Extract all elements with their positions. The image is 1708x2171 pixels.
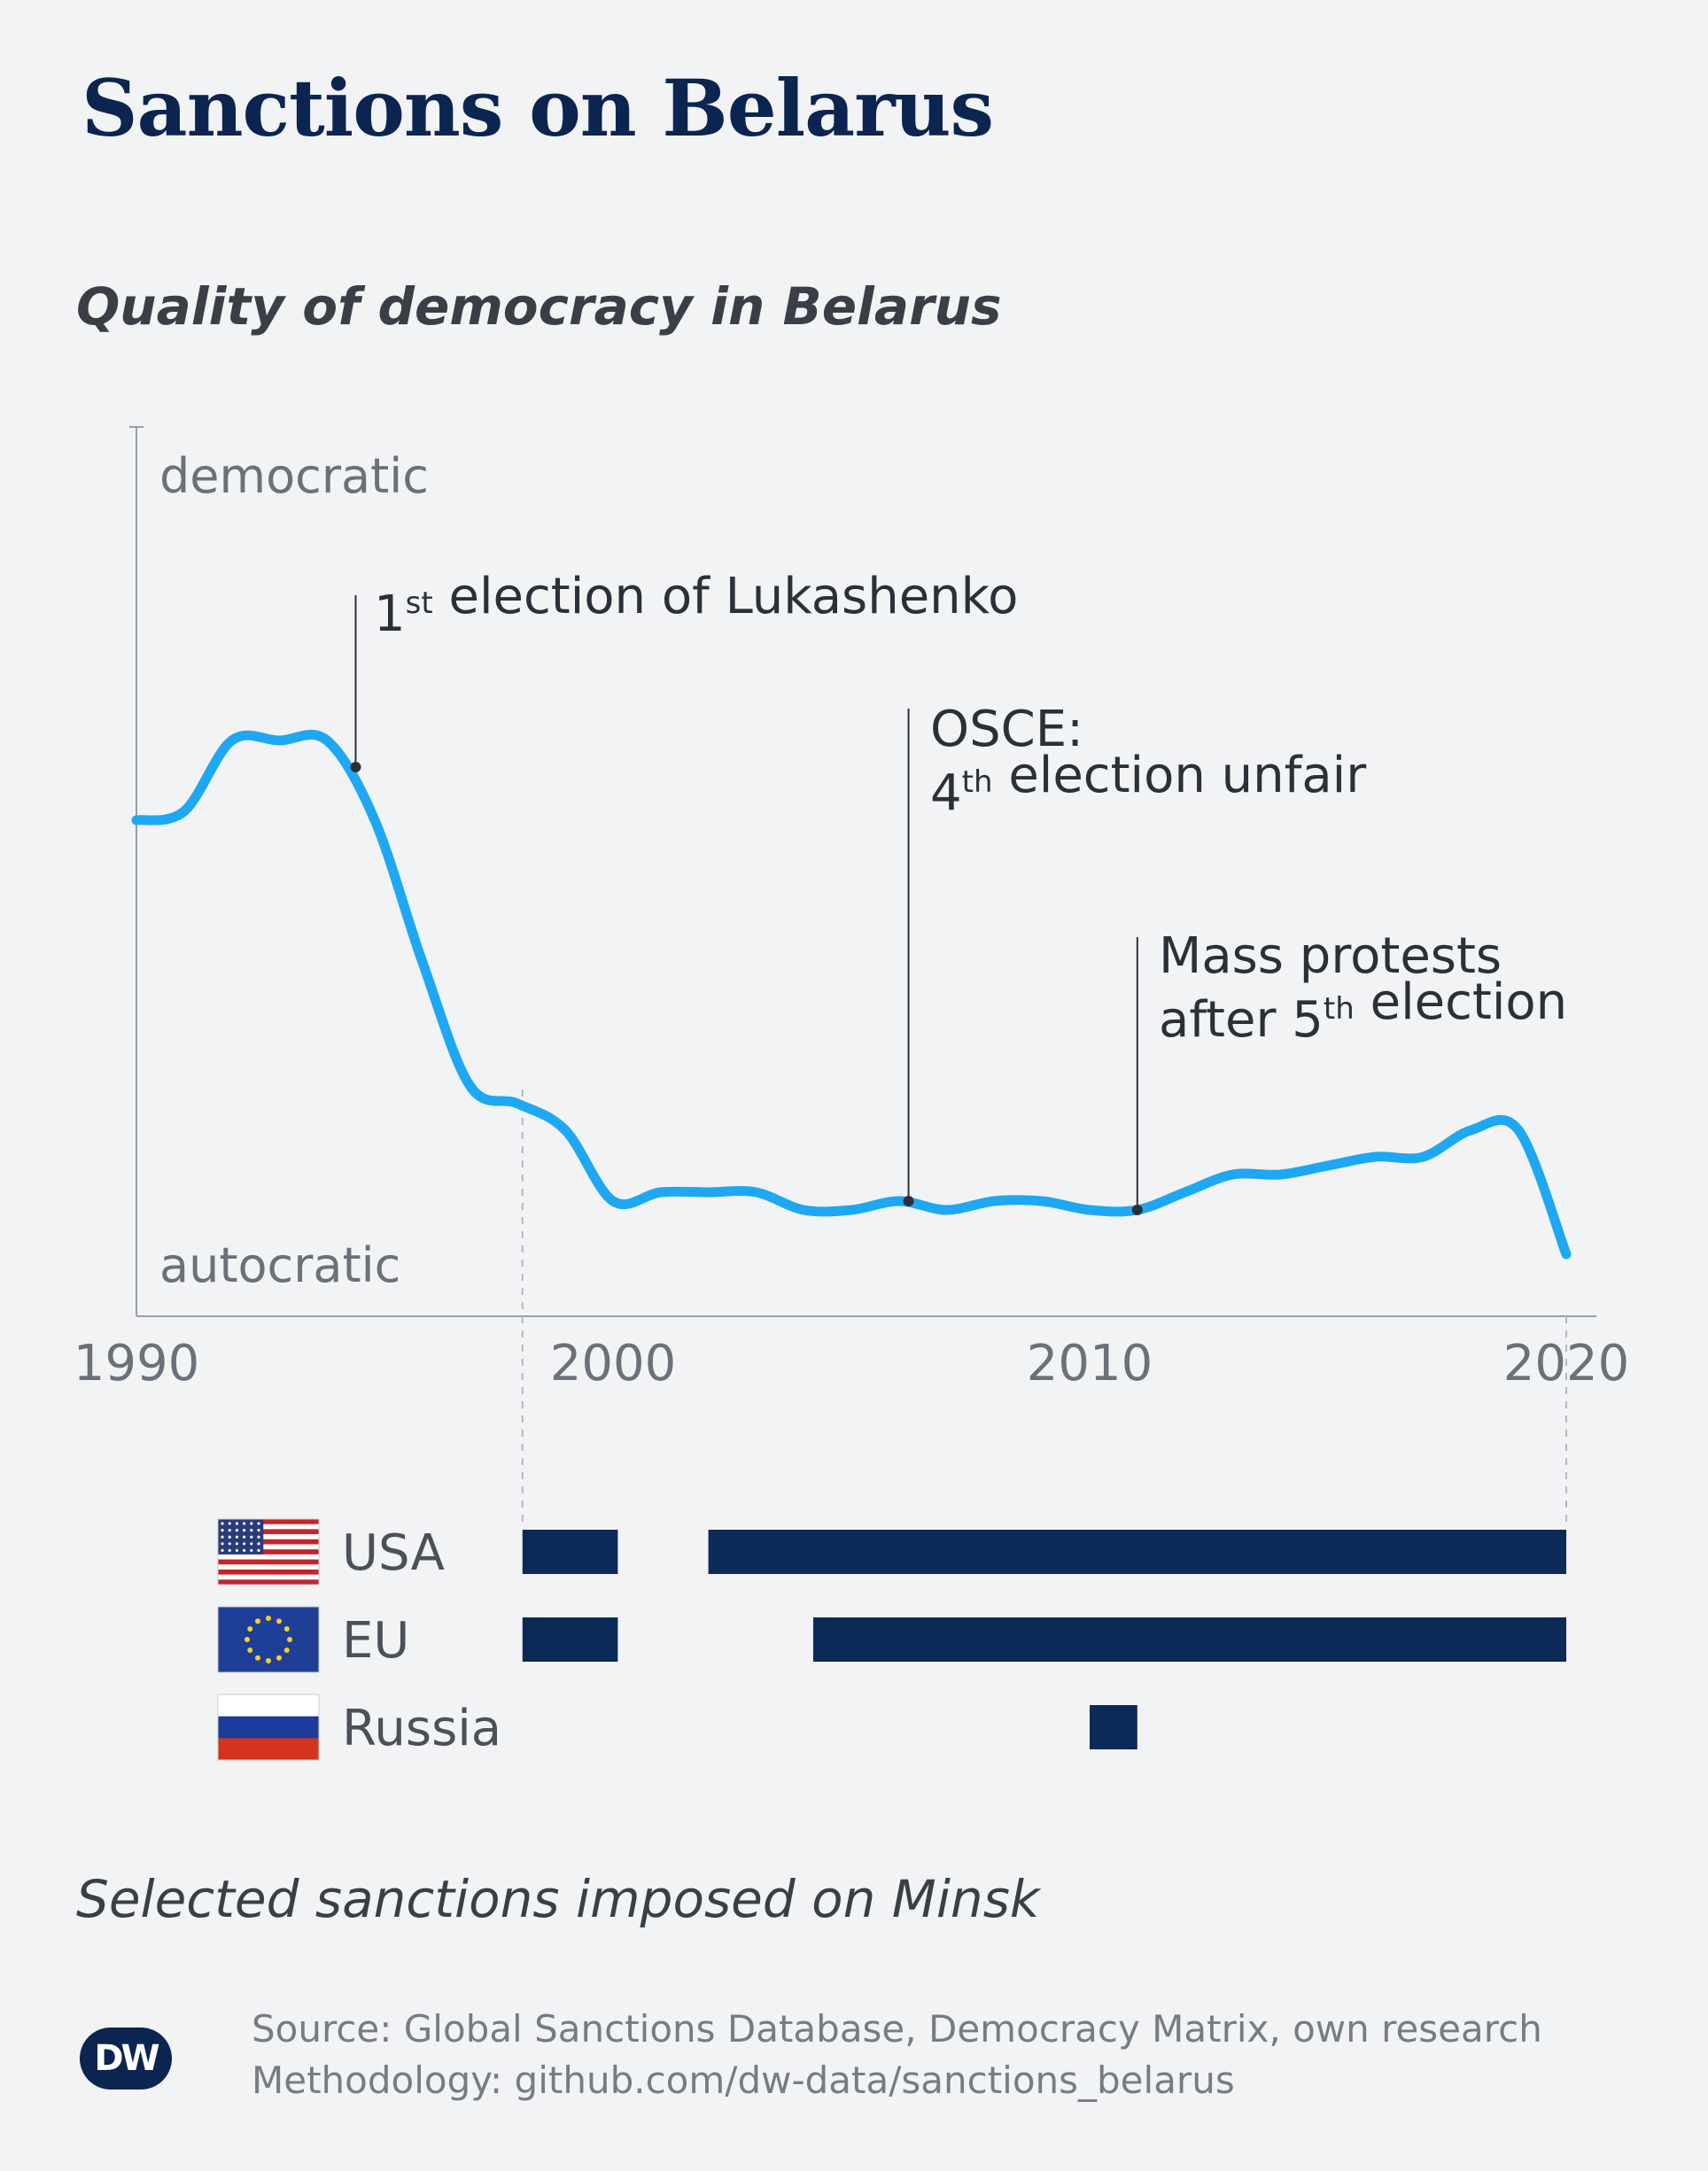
annotation-dot [350, 762, 361, 772]
eu-flag-icon [217, 1606, 320, 1673]
annotation-label: 1st election of Lukashenko [374, 568, 1018, 643]
page-title: Sanctions on Belarus [82, 62, 994, 154]
annotations: 1st election of Lukashenko OSCE:4th elect… [350, 568, 1567, 1215]
source-text: Source: Global Sanctions Database, Democ… [252, 2007, 1542, 2051]
row-label: USA [342, 1524, 445, 1582]
row-label: Russia [342, 1700, 501, 1757]
annotation-label: after 5th election [1159, 973, 1567, 1049]
guide-lines [521, 1089, 1567, 1529]
source-note: Source: Global Sanctions Database, Democ… [252, 2004, 1542, 2106]
x-ticks: 1990 2000 2010 2020 [74, 1335, 1630, 1392]
democracy-chart: democratic autocratic 1990 2000 2010 2020 1… [74, 426, 1630, 1761]
sanctions-row-usa: USA [217, 1518, 1566, 1586]
row-label: EU [342, 1612, 409, 1670]
sanctions-rows: USA EU Russia [217, 1518, 1566, 1761]
x-tick-label: 2010 [1027, 1335, 1153, 1392]
methodology-text: Methodology: github.com/dw-data/sanction… [252, 2059, 1235, 2102]
series-line-democracy [131, 729, 1572, 1260]
sanction-bar [522, 1617, 618, 1662]
sanctions-caption: Selected sanctions imposed on Minsk [76, 1869, 1040, 1929]
sanctions-row-russia: Russia [217, 1694, 1137, 1761]
sanctions-row-eu: EU [217, 1606, 1566, 1673]
annotation-label: Mass protests [1159, 927, 1502, 985]
annotation-label: OSCE: [930, 701, 1083, 758]
russia-flag-icon [217, 1694, 320, 1761]
chart-subtitle: Quality of democracy in Belarus [76, 276, 1002, 337]
sanction-bar [812, 1617, 1566, 1662]
y-label-autocratic: autocratic [159, 1237, 400, 1293]
x-tick-label: 1990 [74, 1335, 200, 1392]
annotation-dot [903, 1196, 914, 1206]
x-tick-label: 2000 [550, 1335, 677, 1392]
annotation-dot [1131, 1205, 1143, 1215]
sanction-bar [1090, 1705, 1137, 1749]
us-flag-icon [217, 1518, 320, 1586]
y-label-democratic: democratic [159, 448, 429, 504]
sanction-bar [522, 1530, 618, 1574]
annotation-label: 4th election unfair [930, 747, 1367, 822]
sanction-bar [708, 1530, 1566, 1574]
dw-logo: DW [80, 2028, 172, 2090]
